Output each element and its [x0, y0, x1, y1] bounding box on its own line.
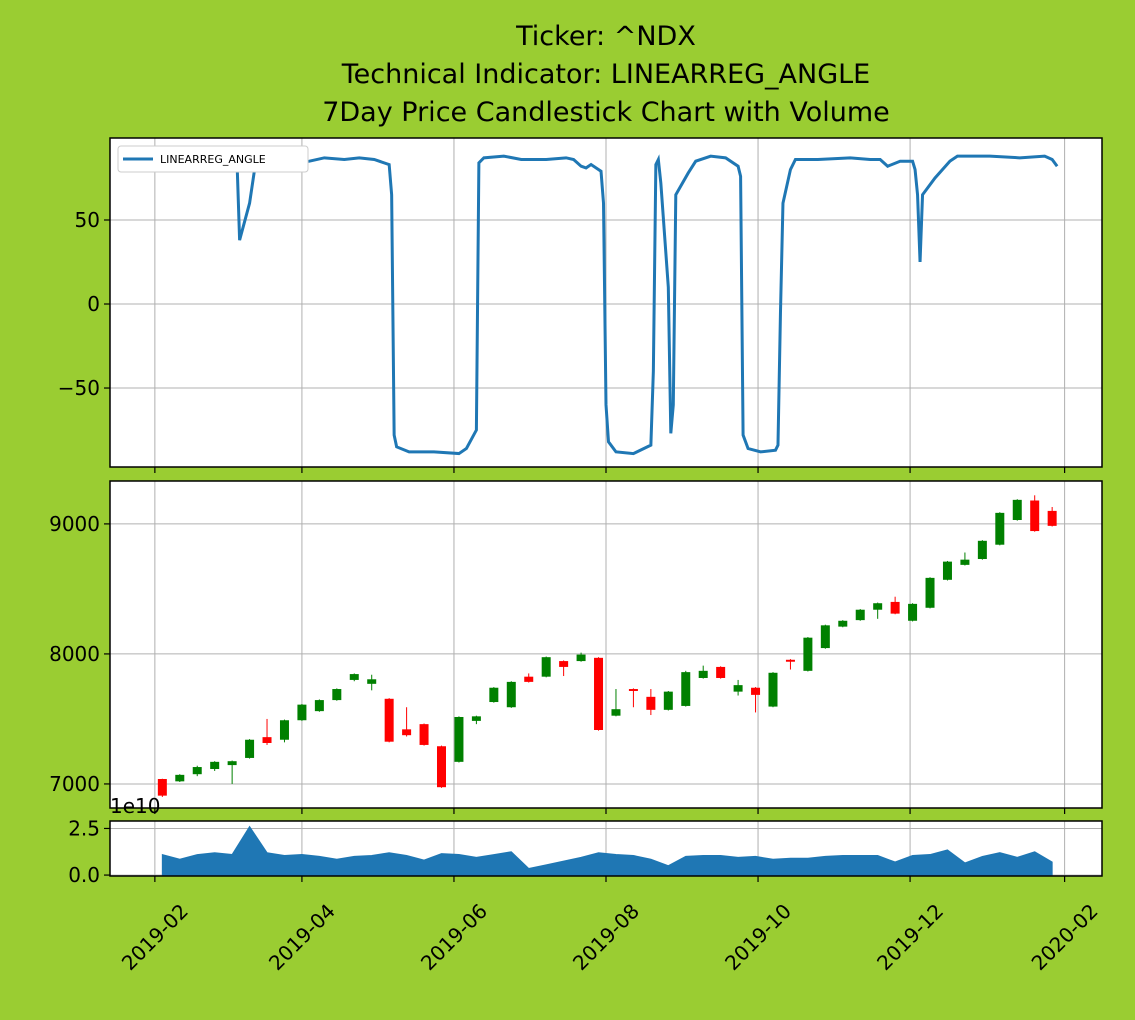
offset-label: 1e10: [110, 794, 160, 818]
y-tick-label: 0: [87, 292, 100, 316]
legend: LINEARREG_ANGLE: [117, 145, 309, 173]
y-tick-label: 2.5: [68, 816, 100, 840]
plot-frame: [109, 820, 1103, 877]
candle-body: [349, 674, 359, 680]
candle-body: [977, 540, 987, 560]
candle-body: [157, 779, 167, 796]
candle-body: [646, 696, 656, 710]
plot-frame: [109, 137, 1103, 468]
y-tick-label: −50: [58, 376, 100, 400]
candle-body: [803, 637, 813, 671]
candle-body: [332, 689, 342, 701]
candle-body: [297, 704, 307, 721]
candle-body: [192, 767, 202, 775]
y-tick-label: 9000: [49, 512, 100, 536]
candle-body: [506, 681, 516, 708]
candle-body: [436, 746, 446, 788]
candle-body: [175, 774, 185, 782]
chart-title: Technical Indicator: LINEARREG_ANGLE: [341, 59, 871, 90]
candle-body: [384, 698, 394, 742]
candle-body: [419, 724, 429, 745]
y-tick-label: 50: [75, 208, 100, 232]
legend-box: [117, 145, 309, 173]
chart-title: Ticker: ^NDX: [515, 21, 696, 52]
candle-body: [245, 739, 255, 758]
candle-body: [820, 625, 830, 649]
candle-body: [733, 685, 743, 692]
candle-body: [768, 672, 778, 707]
candle-body: [576, 654, 586, 662]
candle-body: [628, 689, 638, 691]
candle-body: [367, 679, 377, 684]
candle-body: [262, 737, 272, 743]
candle-body: [541, 657, 551, 677]
candle-body: [995, 512, 1005, 545]
candle-body: [890, 601, 900, 614]
legend-label: LINEARREG_ANGLE: [160, 153, 266, 166]
chart-title: 7Day Price Candlestick Chart with Volume: [322, 97, 890, 128]
candle-body: [908, 603, 918, 621]
candle-body: [210, 761, 220, 769]
candle-body: [751, 687, 761, 695]
plot-marks: [161, 825, 1053, 876]
candle-body: [1047, 510, 1057, 526]
candle-body: [785, 659, 795, 662]
y-tick-label: 8000: [49, 642, 100, 666]
plot-marks: [235, 154, 1059, 456]
candle-body: [454, 716, 464, 762]
candle-body: [402, 729, 412, 736]
candle-body: [960, 559, 970, 565]
candle-body: [942, 561, 952, 580]
candle-body: [925, 577, 935, 608]
candle-body: [681, 672, 691, 706]
candle-body: [663, 691, 673, 710]
candle-body: [489, 687, 499, 703]
candle-body: [471, 716, 481, 721]
plot-marks: [157, 495, 1057, 797]
candle-body: [716, 666, 726, 678]
line: [235, 154, 1059, 456]
area: [161, 825, 1053, 876]
candle-body: [559, 661, 569, 667]
plot-frame: [109, 480, 1103, 809]
y-tick-label: 0.0: [68, 863, 100, 887]
candle-body: [1012, 499, 1022, 521]
candle-body: [611, 709, 621, 716]
candle-body: [314, 700, 324, 712]
candle-body: [1030, 500, 1040, 532]
candle-body: [855, 609, 865, 621]
candle-body: [838, 620, 848, 627]
candle-body: [698, 670, 708, 678]
candle-body: [873, 603, 883, 610]
candle-body: [227, 761, 237, 766]
candle-body: [594, 657, 604, 730]
candle-body: [524, 676, 534, 682]
candle-body: [279, 720, 289, 740]
y-tick-label: 7000: [49, 772, 100, 796]
